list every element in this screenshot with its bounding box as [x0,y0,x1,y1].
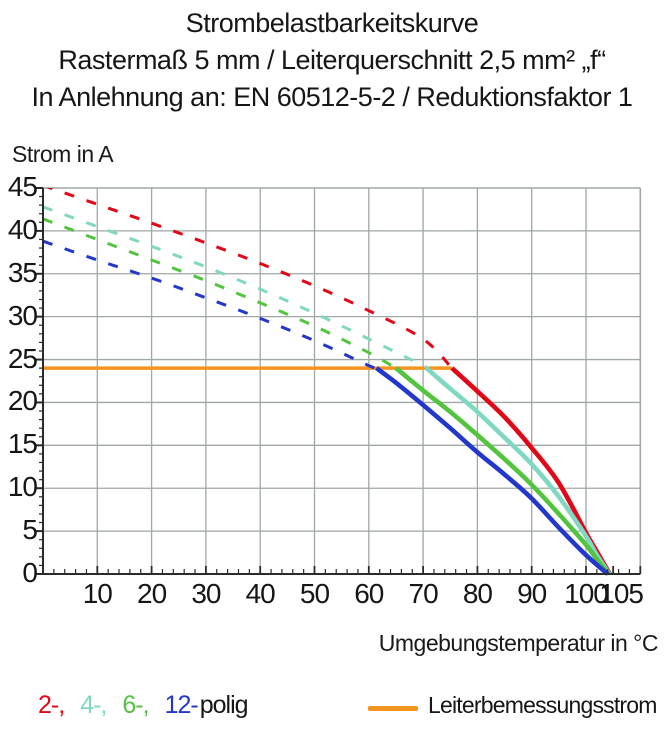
y-tick-label-35: 35 [7,256,38,288]
y-tick-label-25: 25 [7,342,38,374]
curve-dashed-2-polig [45,187,453,370]
legend-suffix-polig: polig [199,691,249,719]
x-tick-label-70: 70 [408,578,439,609]
y-tick-label-15: 15 [7,428,38,460]
legend-poles: 2-, 4-, 6-, 12- polig [38,689,249,721]
x-tick-label-30: 30 [191,578,221,609]
rated-current-line-swatch [368,706,418,711]
x-tick-label-80: 80 [462,578,493,609]
y-tick-label-20: 20 [7,385,38,417]
curve-dashed-6-polig [43,217,397,370]
legend-item-4polig: 4-, [80,691,107,719]
legend-item-12polig: 12- [164,691,199,719]
x-tick-label-10: 10 [82,578,113,609]
x-tick-label-100: 100 [564,578,609,609]
y-tick-label-30: 30 [7,299,38,331]
y-tick-label-0: 0 [22,557,38,588]
x-tick-label-60: 60 [354,578,384,609]
legend-item-6polig: 6-, [122,691,149,719]
y-tick-label-45: 45 [7,170,38,202]
rated-current-line-label: Leiterbemessungsstrom [428,692,657,718]
y-tick-label-40: 40 [7,213,38,245]
chart-title-line2: Rastermaß 5 mm / Leiterquerschnitt 2,5 m… [58,45,606,75]
y-tick-label-5: 5 [22,514,38,546]
curve-solid-4-polig [424,366,612,576]
x-tick-label-50: 50 [299,578,330,609]
x-axis-title: Umgebungstemperatur in °C [378,630,659,656]
curves-layer [43,187,612,576]
y-tick-label-10: 10 [7,471,38,503]
y-axis-title: Strom in A [12,141,114,167]
legend-item-2polig: 2-, [38,691,65,719]
curve-dashed-4-polig [43,205,430,370]
curve-solid-12-polig [375,366,610,576]
x-tick-label-20: 20 [137,578,167,609]
curve-solid-6-polig [394,366,611,576]
chart-title-line3: In Anlehnung an: EN 60512-5-2 / Reduktio… [31,82,633,112]
chart-title-line1: Strombelastbarkeitskurve [185,8,479,38]
x-tick-label-90: 90 [517,578,547,609]
x-tick-label-40: 40 [245,578,276,609]
chart-title-block: Strombelastbarkeitskurve Rastermaß 5 mm … [0,5,664,116]
x-tick-label-105: 105 [599,578,644,609]
curve-dashed-12-polig [43,239,378,370]
